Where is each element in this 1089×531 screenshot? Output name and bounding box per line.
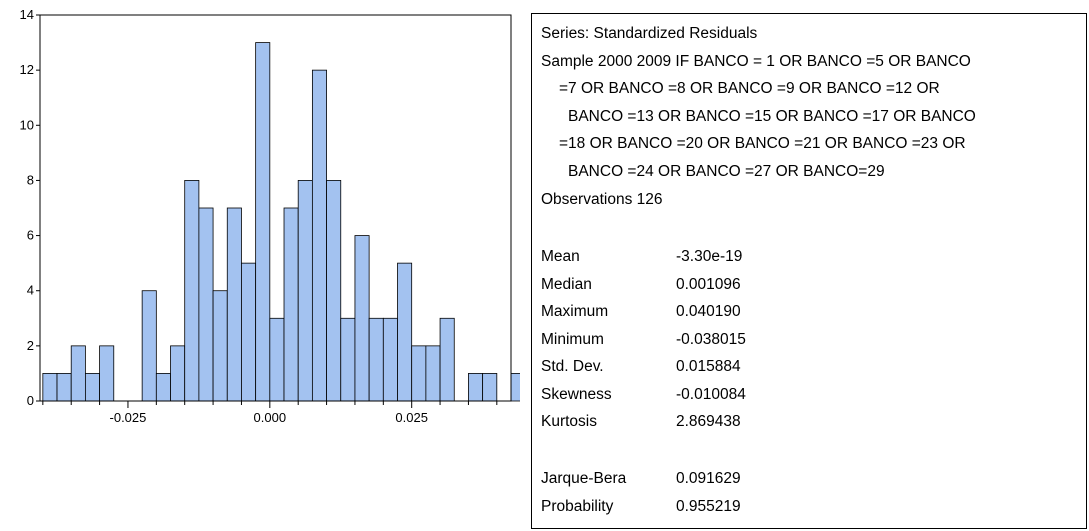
stat-label: Median (541, 275, 592, 293)
stat-label: Maximum (541, 303, 609, 320)
y-tick-label: 12 (20, 62, 34, 77)
sample-line-4: =18 OR BANCO =20 OR BANCO =21 OR BANCO =… (559, 135, 966, 152)
sample-line-1: Sample 2000 2009 IF BANCO = 1 OR BANCO =… (541, 53, 971, 70)
observations: Observations 126 (541, 191, 663, 208)
stat-value: 0.040190 (676, 303, 741, 320)
sample-line-2: =7 OR BANCO =8 OR BANCO =9 OR BANCO =12 … (559, 80, 940, 97)
histogram-bar (56, 373, 72, 402)
histogram-bar (311, 69, 327, 402)
histogram-bar (255, 42, 271, 402)
y-tick-label: 8 (27, 172, 34, 187)
stat-value: 0.001096 (676, 275, 741, 293)
stat-label: Mean (541, 248, 580, 265)
histogram-bar (226, 207, 242, 402)
sample-line-3: BANCO =13 OR BANCO =15 OR BANCO =17 OR B… (568, 108, 976, 125)
stat-value: -0.038015 (676, 330, 746, 348)
histogram-bar (84, 373, 100, 402)
histogram-bar (411, 345, 427, 402)
histogram-bar (439, 317, 455, 402)
histogram-chart: 0 2 4 6 8 10 12 14 -0.025 0.000 0.025 (20, 7, 520, 425)
histogram-bar (184, 180, 200, 402)
y-tick-label: 2 (27, 338, 34, 353)
stat-value: 0.091629 (676, 470, 741, 487)
histogram-bar (212, 290, 228, 402)
y-tick-label: 4 (27, 283, 34, 298)
stat-label: Minimum (541, 330, 604, 348)
histogram-bar (510, 373, 520, 402)
histogram-bar (397, 262, 413, 402)
y-tick-label: 0 (27, 393, 34, 408)
sample-line-5: BANCO =24 OR BANCO =27 OR BANCO=29 (568, 163, 885, 180)
histogram-bar (141, 290, 157, 402)
histogram-bar (368, 317, 384, 402)
y-axis: 0 2 4 6 8 10 12 14 (20, 7, 40, 408)
stat-label: Kurtosis (541, 413, 597, 430)
histogram-bar (297, 180, 313, 402)
stat-value: -3.30e-19 (676, 248, 743, 265)
histogram-bar (269, 317, 285, 402)
stat-label: Jarque-Bera (541, 470, 627, 487)
stat-value: -0.010084 (676, 385, 746, 403)
stat-label: Std. Dev. (541, 358, 604, 375)
histogram-bar (326, 180, 342, 402)
histogram-bar (170, 345, 186, 402)
stat-label: Probability (541, 497, 614, 515)
y-tick-label: 10 (20, 117, 34, 132)
histogram-bar (155, 373, 171, 402)
histogram-bar (99, 345, 115, 402)
stat-label: Skewness (541, 385, 612, 403)
stat-value: 0.955219 (676, 497, 741, 515)
histogram-bar (382, 317, 398, 402)
histogram-bar (340, 317, 356, 402)
y-tick-label: 14 (20, 7, 34, 22)
x-axis: -0.025 0.000 0.025 (42, 401, 498, 425)
stat-value: 0.015884 (676, 358, 741, 375)
histogram-bar (283, 207, 299, 402)
series-name: Series: Standardized Residuals (541, 25, 758, 42)
histogram-bar (468, 373, 484, 402)
descriptive-statistics-panel: Series: Standardized Residuals Sample 20… (531, 13, 1087, 529)
histogram-bar (42, 373, 58, 402)
histogram-bar (70, 345, 86, 402)
histogram-bar (241, 262, 257, 402)
histogram-bar (354, 235, 370, 402)
x-tick-label: 0.000 (254, 410, 287, 425)
histogram-bar (482, 373, 498, 402)
plot-frame (39, 14, 512, 402)
x-tick-label: -0.025 (110, 410, 147, 425)
histogram-bars (42, 42, 520, 402)
y-tick-label: 6 (27, 228, 34, 243)
histogram-bar (198, 207, 214, 402)
x-tick-label: 0.025 (395, 410, 428, 425)
stat-value: 2.869438 (676, 413, 741, 430)
histogram-bar (425, 345, 441, 402)
